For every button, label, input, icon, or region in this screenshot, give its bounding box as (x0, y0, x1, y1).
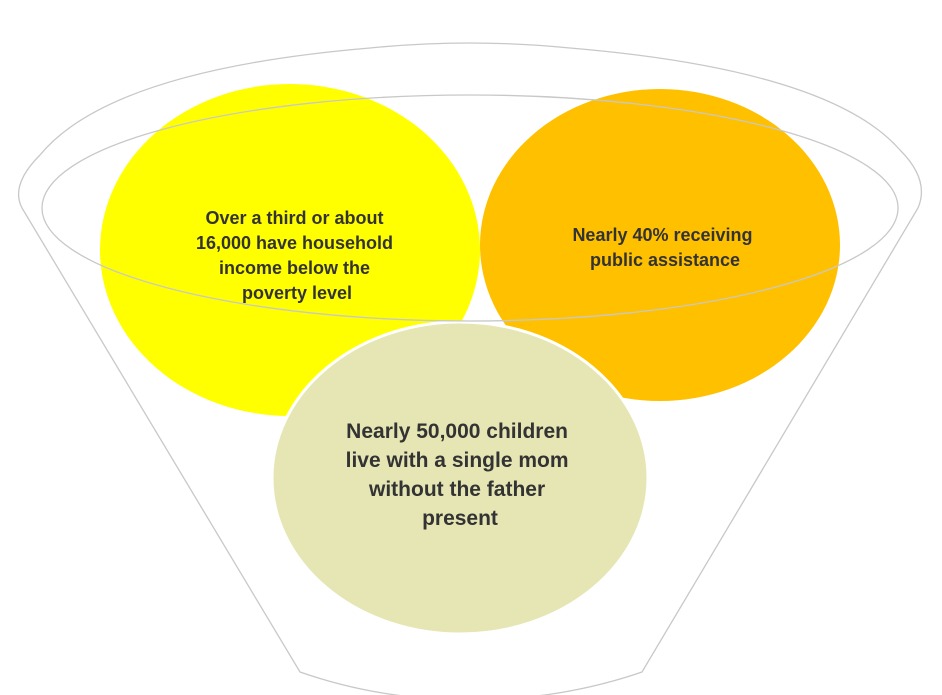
circle-single-mom-line: present (422, 507, 498, 530)
circle-single-mom (270, 320, 650, 636)
circle-poverty (100, 84, 480, 416)
circle-public-assistance (480, 89, 840, 401)
circle-single-mom-text: Nearly 50,000 children live with a singl… (346, 420, 575, 530)
circle-single-mom-line: without the father (368, 478, 545, 501)
circle-poverty-line: Over a third or about (205, 208, 383, 228)
circle-poverty-text: Over a third or about 16,000 have househ… (196, 208, 398, 303)
funnel-outline (18, 42, 922, 695)
circle-single-mom-line: live with a single mom (346, 449, 569, 472)
circle-poverty-line: poverty level (242, 283, 352, 303)
circle-single-mom-line: Nearly 50,000 children (346, 420, 568, 443)
circle-public-assistance-line: public assistance (590, 250, 740, 270)
funnel-rim (41, 94, 899, 322)
circle-public-assistance-text: Nearly 40% receiving public assistance (572, 225, 757, 270)
circle-public-assistance-line: Nearly 40% receiving (572, 225, 752, 245)
circle-poverty-line: 16,000 have household (196, 233, 393, 253)
circle-poverty-line: income below the (219, 258, 370, 278)
